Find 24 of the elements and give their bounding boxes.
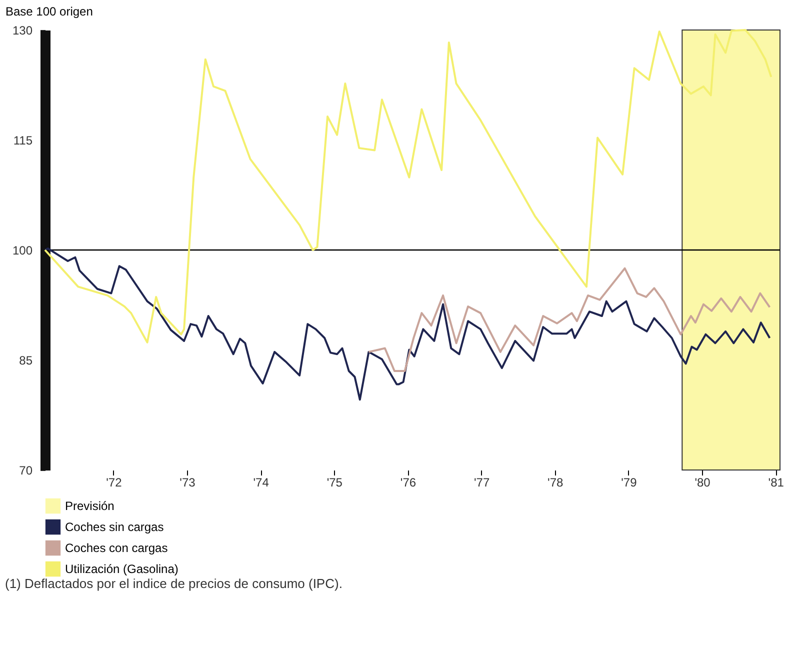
y-tick-label: 115: [13, 134, 33, 148]
x-tick-label: '76: [400, 476, 416, 490]
x-tick-label: '79: [621, 476, 638, 490]
legend-label: Previsión: [65, 499, 114, 513]
y-tick-label: 100: [12, 244, 33, 258]
x-tick-label: '78: [548, 476, 564, 490]
x-tick-label: '81: [768, 476, 784, 490]
legend-label: Utilización (Gasolina): [65, 562, 178, 576]
y-axis-title: Base 100 origen: [6, 4, 93, 18]
x-tick-label: '75: [326, 476, 343, 490]
x-tick-label: '74: [253, 476, 270, 490]
y-tick-label: 130: [12, 24, 33, 38]
text: (1) Deflactados por el indice de precios de consumo (IPC).: [5, 576, 342, 591]
x-tick-label: '80: [694, 476, 711, 490]
line-series: [44, 248, 771, 401]
y-tick-label: 85: [19, 354, 33, 368]
legend-label: Coches con cargas: [65, 541, 168, 555]
x-tick-label: '77: [474, 476, 490, 490]
line-series: [44, 29, 772, 344]
x-tick-label: '73: [180, 476, 196, 490]
x-tick-label: '72: [106, 476, 122, 490]
y-tick-label: 70: [19, 464, 33, 478]
legend-label: Coches sin cargas: [65, 520, 164, 534]
line-series: [368, 267, 771, 372]
